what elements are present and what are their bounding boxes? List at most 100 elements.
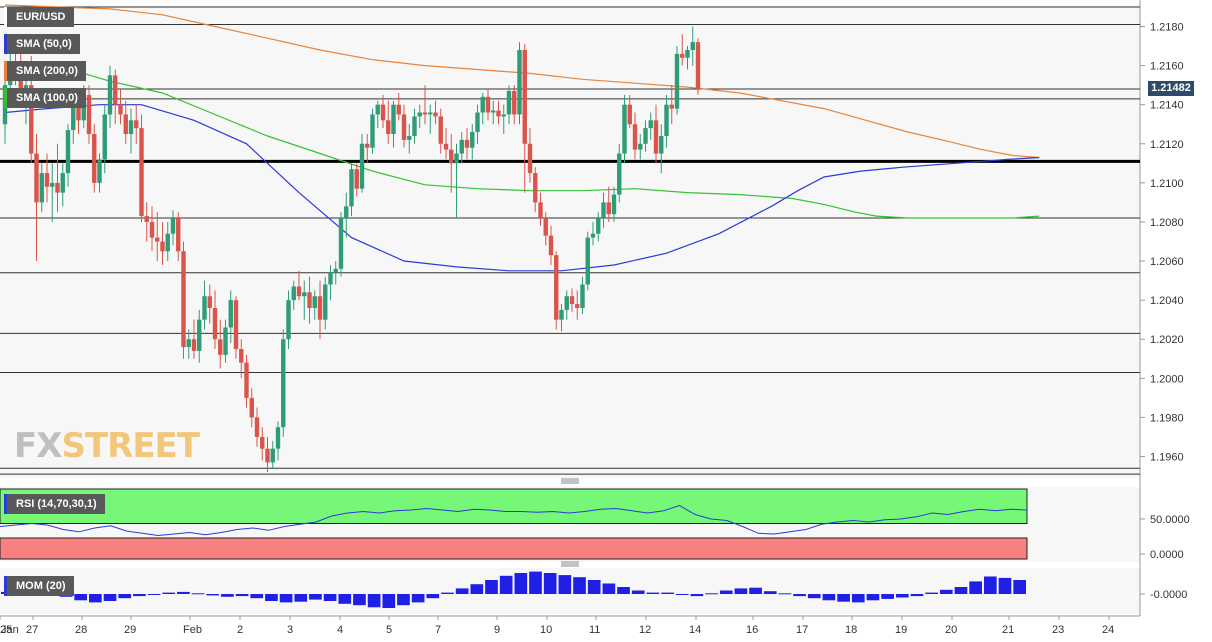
- mom-bar-63: [925, 592, 938, 594]
- current-price-tag: 1.21482: [1148, 81, 1194, 96]
- candle-body: [669, 104, 674, 109]
- candle-80: [422, 85, 428, 125]
- candle-body: [349, 169, 354, 207]
- candle-body: [391, 104, 396, 134]
- candle-body: [76, 104, 81, 121]
- candle-body: [139, 128, 144, 217]
- candle-body: [128, 120, 134, 134]
- candle-23: [123, 100, 128, 144]
- y-tick-label: 1.1980: [1150, 412, 1184, 424]
- mom-bar-55: [807, 594, 821, 599]
- candle-73: [386, 100, 391, 144]
- mom-bar-38: [558, 575, 572, 594]
- mom-bar-69: [1013, 580, 1026, 594]
- sma50-label[interactable]: SMA (50,0): [4, 34, 80, 54]
- mom-bar-46: [675, 594, 689, 595]
- mom-bar-50: [734, 588, 748, 594]
- candle-body: [317, 296, 323, 320]
- candle-20: [107, 65, 113, 129]
- candle-111: [585, 231, 590, 291]
- candle-body: [433, 112, 438, 117]
- candle-body: [228, 300, 233, 328]
- candle-body: [207, 296, 212, 308]
- mom-label[interactable]: MOM (20): [4, 576, 74, 596]
- candle-body: [233, 300, 239, 349]
- mom-bar-14: [206, 594, 220, 596]
- mom-bar-34: [499, 575, 513, 594]
- mom-bar-64: [939, 589, 953, 594]
- price-plot-bg: [0, 5, 1140, 478]
- mom-bar-68: [998, 577, 1012, 594]
- candle-body: [569, 296, 575, 305]
- rsi-tick-label: 0.0000: [1150, 549, 1184, 561]
- candle-body: [181, 251, 186, 348]
- candle-102: [538, 192, 543, 226]
- candle-35: [186, 329, 191, 359]
- candle-body: [312, 296, 317, 308]
- candle-52: [275, 421, 281, 461]
- x-tick-label: 14: [689, 624, 701, 636]
- candle-body: [653, 120, 659, 154]
- candle-79: [417, 104, 422, 129]
- candle-body: [281, 339, 286, 428]
- candle-115: [606, 186, 611, 222]
- y-tick-label: 1.2120: [1150, 139, 1184, 151]
- candle-body: [522, 49, 527, 144]
- candle-106: [559, 304, 564, 332]
- x-tick-label: 3: [287, 624, 293, 636]
- sma200-label[interactable]: SMA (200,0): [4, 61, 86, 81]
- candle-body: [596, 218, 601, 234]
- x-tick-label: 12: [639, 624, 651, 636]
- candle-body: [580, 284, 585, 308]
- candle-105: [554, 251, 559, 330]
- candle-98: [517, 42, 522, 125]
- x-tick-label: 5: [386, 624, 392, 636]
- candle-59: [312, 290, 317, 320]
- candle-87: [459, 132, 464, 164]
- mom-bar-65: [954, 587, 968, 594]
- candle-66: [349, 163, 354, 217]
- candle-26: [139, 114, 144, 222]
- mom-bar-5: [74, 594, 88, 601]
- candle-9: [50, 163, 55, 222]
- candle-17: [92, 124, 97, 193]
- candle-body: [328, 272, 333, 285]
- sma200-line: [4, 4, 1040, 159]
- mom-bar-30: [441, 592, 454, 594]
- mom-bar-10: [147, 594, 161, 595]
- candle-132: [695, 38, 701, 95]
- candle-25: [134, 104, 139, 144]
- candle-body: [186, 339, 191, 348]
- sma100-label[interactable]: SMA (100,0): [4, 88, 86, 108]
- candle-body: [223, 327, 228, 355]
- candle-body: [643, 128, 648, 144]
- candle-body: [538, 202, 543, 219]
- symbol-label[interactable]: EUR/USD: [4, 7, 74, 27]
- mom-bar-28: [411, 594, 425, 603]
- x-tick-label: 10: [540, 624, 552, 636]
- mom-bar-37: [543, 573, 557, 594]
- y-tick-label: 1.2020: [1150, 334, 1184, 346]
- mom-bar-31: [455, 588, 469, 594]
- candle-62: [328, 264, 333, 301]
- candle-125: [659, 124, 664, 174]
- candle-46: [244, 354, 249, 408]
- candle-body: [512, 91, 517, 115]
- candle-body: [338, 218, 344, 269]
- candle-8: [44, 153, 50, 203]
- candle-124: [653, 104, 659, 164]
- rsi-label[interactable]: RSI (14,70,30,1): [4, 494, 105, 514]
- candle-body: [480, 96, 485, 113]
- candle-81: [428, 104, 433, 134]
- candle-body: [443, 143, 449, 150]
- candle-body: [548, 235, 554, 256]
- candle-78: [412, 108, 417, 144]
- mom-bar-44: [646, 592, 660, 594]
- candle-69: [365, 134, 370, 164]
- candle-117: [617, 143, 622, 203]
- candle-50: [265, 436, 270, 473]
- x-tick-label: 9: [494, 624, 500, 636]
- candle-body: [470, 132, 475, 148]
- candle-body: [359, 143, 365, 189]
